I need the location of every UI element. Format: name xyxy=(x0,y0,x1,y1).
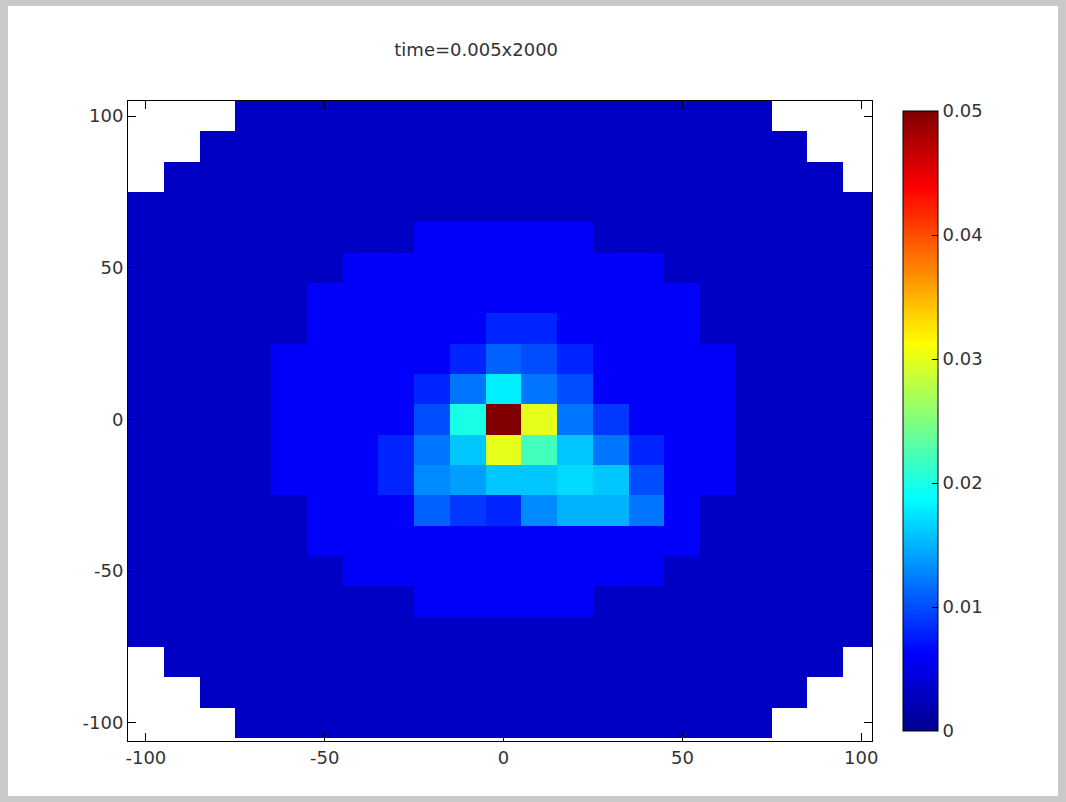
svg-text:0.04: 0.04 xyxy=(943,224,983,245)
svg-text:-100: -100 xyxy=(125,747,166,768)
svg-text:-50: -50 xyxy=(94,560,123,581)
svg-text:50: 50 xyxy=(671,747,694,768)
svg-text:time=0.005x2000: time=0.005x2000 xyxy=(394,39,558,60)
svg-text:0.02: 0.02 xyxy=(943,472,983,493)
svg-text:100: 100 xyxy=(844,747,878,768)
svg-text:0.05: 0.05 xyxy=(943,100,983,121)
svg-text:-100: -100 xyxy=(83,712,124,733)
svg-text:0: 0 xyxy=(498,747,509,768)
svg-text:0.01: 0.01 xyxy=(943,596,983,617)
svg-text:50: 50 xyxy=(100,257,123,278)
svg-text:100: 100 xyxy=(89,105,123,126)
svg-text:0: 0 xyxy=(112,409,123,430)
svg-text:-50: -50 xyxy=(310,747,339,768)
svg-text:0.03: 0.03 xyxy=(943,348,983,369)
svg-text:0: 0 xyxy=(943,720,954,741)
